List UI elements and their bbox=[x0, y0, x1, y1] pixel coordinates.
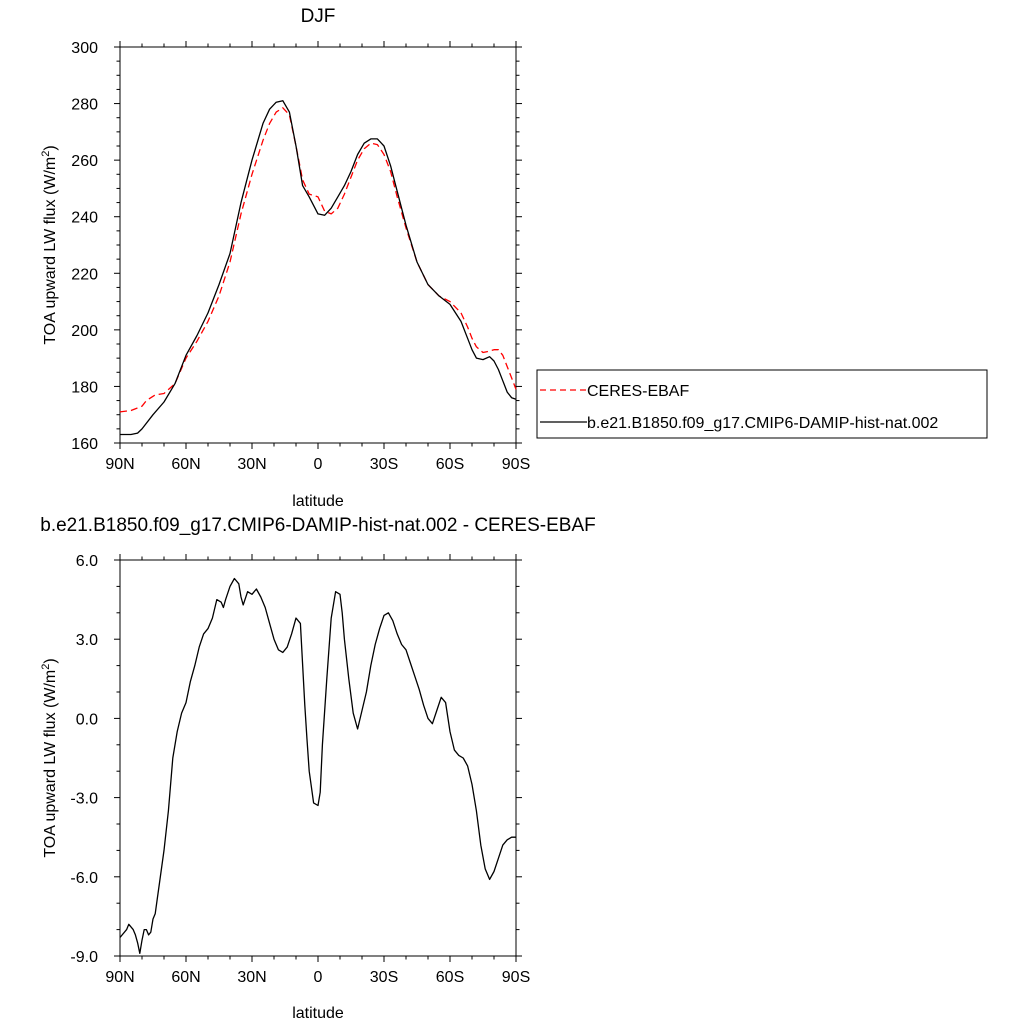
y-tick-label: 180 bbox=[71, 379, 98, 396]
x-tick-labels: 90N 60N 30N 0 30S 60S 90S bbox=[105, 456, 530, 473]
x-tick-label: 90S bbox=[502, 969, 530, 986]
series-line-model bbox=[119, 577, 516, 955]
y-tick-label: -6.0 bbox=[70, 870, 98, 887]
x-tick-label: 30S bbox=[370, 969, 398, 986]
x-tick-label: 60S bbox=[436, 456, 464, 473]
x-tick-label: 30N bbox=[237, 456, 266, 473]
x-tick-label: 60N bbox=[171, 456, 200, 473]
x-axis-label: latitude bbox=[292, 493, 344, 510]
y-tick-label: -3.0 bbox=[70, 791, 98, 808]
x-tick-label: 60N bbox=[171, 969, 200, 986]
x-tick-label: 90S bbox=[502, 456, 530, 473]
chart-title: DJF bbox=[301, 6, 336, 27]
plot-frame bbox=[119, 46, 517, 444]
chart-difference: b.e21.B1850.f09_g17.CMIP6-DAMIP-hist-nat… bbox=[40, 515, 596, 1022]
y-tick-label: 220 bbox=[71, 266, 98, 283]
y-axis-label: TOA upward LW flux (W/m2) bbox=[40, 145, 59, 344]
x-tick-label: 30N bbox=[237, 969, 266, 986]
y-tick-label: -9.0 bbox=[70, 949, 98, 966]
y-tick-label: 0.0 bbox=[76, 711, 98, 728]
chart-djf: DJF 160 180 200 220 240 260 280 300 90N 60N 30N 0 3… bbox=[40, 6, 530, 510]
legend-label-model: b.e21.B1850.f09_g17.CMIP6-DAMIP-hist-nat… bbox=[587, 415, 938, 432]
series-line-ceres-ebaf bbox=[119, 107, 517, 413]
x-tick-labels: 90N 60N 30N 0 30S 60S 90S bbox=[105, 969, 530, 986]
y-tick-label: 300 bbox=[71, 40, 98, 57]
x-axis-label: latitude bbox=[292, 1005, 344, 1022]
y-tick-label: 280 bbox=[71, 97, 98, 114]
y-tick-label: 3.0 bbox=[76, 632, 98, 649]
y-tick-label: 6.0 bbox=[76, 553, 98, 570]
y-tick-labels: -9.0 -6.0 -3.0 0.0 3.0 6.0 bbox=[70, 553, 98, 966]
x-tick-label: 30S bbox=[370, 456, 398, 473]
y-tick-label: 200 bbox=[71, 323, 98, 340]
x-tick-label: 90N bbox=[105, 969, 134, 986]
x-tick-label: 0 bbox=[314, 456, 323, 473]
y-tick-labels: 160 180 200 220 240 260 280 300 bbox=[71, 40, 98, 453]
y-tick-label: 240 bbox=[71, 210, 98, 227]
y-tick-label: 160 bbox=[71, 436, 98, 453]
y-tick-label: 260 bbox=[71, 153, 98, 170]
y-axis-label: TOA upward LW flux (W/m2) bbox=[40, 658, 59, 857]
series-layer bbox=[119, 100, 517, 436]
x-tick-label: 60S bbox=[436, 969, 464, 986]
axis-ticks bbox=[114, 554, 522, 962]
chart-title: b.e21.B1850.f09_g17.CMIP6-DAMIP-hist-nat… bbox=[40, 515, 595, 536]
legend-box bbox=[536, 369, 988, 439]
plot-frame bbox=[119, 559, 517, 957]
legend: CERES-EBAF b.e21.B1850.f09_g17.CMIP6-DAM… bbox=[536, 369, 988, 439]
x-tick-label: 0 bbox=[314, 969, 323, 986]
series-layer bbox=[119, 577, 516, 955]
series-line-model bbox=[120, 100, 517, 436]
x-tick-label: 90N bbox=[105, 456, 134, 473]
legend-label-ceres: CERES-EBAF bbox=[587, 383, 689, 400]
axis-ticks bbox=[114, 41, 522, 449]
